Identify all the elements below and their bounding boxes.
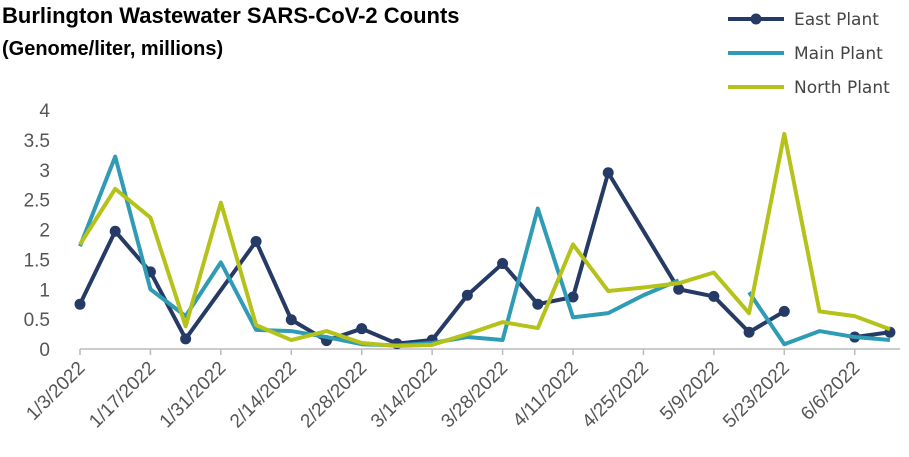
chart-title: Burlington Wastewater SARS-CoV-2 Counts (2, 3, 460, 28)
legend-label: East Plant (794, 10, 879, 30)
series-line (78, 131, 891, 349)
y-tick-label: 1.5 (24, 250, 50, 271)
series-marker (497, 258, 509, 270)
x-tick-label: 5/23/2022 (719, 358, 794, 433)
y-tick-label: 2.5 (24, 191, 50, 212)
series-marker (74, 298, 86, 310)
x-tick-label: 3/14/2022 (367, 358, 442, 433)
x-tick-label: 2/14/2022 (226, 358, 301, 433)
x-tick-label: 1/3/2022 (22, 358, 89, 425)
series-marker (778, 305, 790, 317)
series-marker (708, 290, 720, 302)
series-marker (461, 289, 473, 301)
series-marker (602, 167, 614, 179)
y-tick-label: 4 (39, 101, 50, 122)
x-tick-label: 1/17/2022 (85, 358, 160, 433)
y-tick-label: 3.5 (24, 131, 50, 152)
series-marker (532, 298, 544, 310)
series-marker (356, 323, 368, 335)
chart-subtitle: (Genome/liter, millions) (2, 38, 223, 60)
y-tick-label: 0.5 (24, 310, 50, 331)
x-tick-label: 5/9/2022 (656, 358, 723, 425)
x-tick-label: 6/6/2022 (797, 358, 864, 425)
series-marker (567, 291, 579, 303)
x-tick-label: 4/25/2022 (578, 358, 653, 433)
series-marker (250, 235, 262, 247)
legend-marker (750, 13, 762, 25)
legend-label: North Plant (794, 78, 890, 98)
y-tick-label: 1 (39, 280, 50, 301)
series-marker (180, 333, 192, 345)
series-marker (673, 283, 685, 295)
series-marker (743, 326, 755, 338)
y-tick-label: 3 (39, 161, 50, 182)
series-marker (285, 314, 297, 326)
legend-label: Main Plant (794, 44, 883, 64)
x-tick-label: 4/11/2022 (509, 358, 583, 432)
y-tick-label: 2 (39, 221, 50, 242)
y-tick-label: 0 (39, 340, 50, 361)
series-marker (109, 225, 121, 237)
x-tick-label: 2/28/2022 (297, 358, 372, 433)
x-tick-label: 3/28/2022 (437, 358, 512, 433)
x-tick-label: 1/31/2022 (156, 358, 231, 433)
